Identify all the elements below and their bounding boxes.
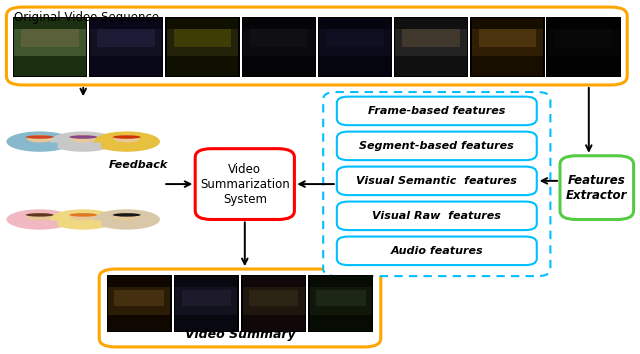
FancyBboxPatch shape xyxy=(337,167,537,195)
FancyBboxPatch shape xyxy=(470,17,545,77)
FancyBboxPatch shape xyxy=(165,17,239,77)
Ellipse shape xyxy=(114,135,140,143)
Ellipse shape xyxy=(27,213,52,221)
FancyBboxPatch shape xyxy=(472,29,543,56)
Ellipse shape xyxy=(6,209,73,230)
FancyBboxPatch shape xyxy=(323,92,550,276)
Ellipse shape xyxy=(69,135,97,139)
FancyBboxPatch shape xyxy=(22,143,58,150)
FancyBboxPatch shape xyxy=(555,29,612,47)
FancyBboxPatch shape xyxy=(337,236,537,265)
FancyBboxPatch shape xyxy=(394,17,468,77)
Ellipse shape xyxy=(26,135,54,139)
FancyBboxPatch shape xyxy=(548,29,620,56)
FancyBboxPatch shape xyxy=(310,287,372,314)
FancyBboxPatch shape xyxy=(22,221,58,228)
Text: Audio features: Audio features xyxy=(390,246,483,256)
Ellipse shape xyxy=(93,209,160,230)
FancyBboxPatch shape xyxy=(249,290,298,306)
Ellipse shape xyxy=(113,135,141,139)
FancyBboxPatch shape xyxy=(195,149,294,219)
Ellipse shape xyxy=(50,209,116,230)
FancyBboxPatch shape xyxy=(317,17,392,77)
Ellipse shape xyxy=(70,135,96,143)
FancyBboxPatch shape xyxy=(108,287,170,314)
FancyBboxPatch shape xyxy=(250,29,307,47)
Ellipse shape xyxy=(26,213,54,217)
FancyBboxPatch shape xyxy=(107,275,172,332)
FancyBboxPatch shape xyxy=(241,275,306,332)
FancyBboxPatch shape xyxy=(175,287,237,314)
FancyBboxPatch shape xyxy=(308,275,373,332)
FancyBboxPatch shape xyxy=(548,18,620,76)
FancyBboxPatch shape xyxy=(337,201,537,230)
Text: Video Summary: Video Summary xyxy=(185,327,295,341)
Ellipse shape xyxy=(93,131,160,152)
FancyBboxPatch shape xyxy=(109,143,145,150)
FancyBboxPatch shape xyxy=(182,290,231,306)
FancyBboxPatch shape xyxy=(337,97,537,125)
Text: Feedback: Feedback xyxy=(109,160,168,170)
FancyBboxPatch shape xyxy=(396,29,467,56)
FancyBboxPatch shape xyxy=(241,17,316,77)
Text: Visual Semantic  features: Visual Semantic features xyxy=(356,176,517,186)
FancyBboxPatch shape xyxy=(108,276,170,331)
FancyBboxPatch shape xyxy=(13,17,87,77)
FancyBboxPatch shape xyxy=(547,17,621,77)
Ellipse shape xyxy=(114,213,140,221)
FancyBboxPatch shape xyxy=(319,18,391,76)
FancyBboxPatch shape xyxy=(65,221,101,228)
FancyBboxPatch shape xyxy=(326,29,383,47)
FancyBboxPatch shape xyxy=(310,276,372,331)
Ellipse shape xyxy=(113,213,141,217)
Text: Segment-based features: Segment-based features xyxy=(360,141,514,151)
FancyBboxPatch shape xyxy=(319,29,391,56)
FancyBboxPatch shape xyxy=(243,287,305,314)
FancyBboxPatch shape xyxy=(97,29,155,47)
FancyBboxPatch shape xyxy=(243,29,315,56)
FancyBboxPatch shape xyxy=(90,29,162,56)
FancyBboxPatch shape xyxy=(90,18,162,76)
FancyBboxPatch shape xyxy=(173,29,231,47)
FancyBboxPatch shape xyxy=(21,29,79,47)
Ellipse shape xyxy=(50,131,116,152)
FancyBboxPatch shape xyxy=(166,29,238,56)
FancyBboxPatch shape xyxy=(14,18,86,76)
Text: Original Video Sequence: Original Video Sequence xyxy=(14,11,159,24)
FancyBboxPatch shape xyxy=(115,290,164,306)
FancyBboxPatch shape xyxy=(396,18,467,76)
FancyBboxPatch shape xyxy=(89,17,163,77)
FancyBboxPatch shape xyxy=(243,276,305,331)
Ellipse shape xyxy=(70,213,96,221)
FancyBboxPatch shape xyxy=(472,18,543,76)
Ellipse shape xyxy=(27,135,52,143)
FancyBboxPatch shape xyxy=(243,18,315,76)
FancyBboxPatch shape xyxy=(14,29,86,56)
Ellipse shape xyxy=(69,213,97,217)
Text: Visual Raw  features: Visual Raw features xyxy=(372,211,501,221)
FancyBboxPatch shape xyxy=(479,29,536,47)
Text: Features
Extractor: Features Extractor xyxy=(566,173,627,202)
Text: Frame-based features: Frame-based features xyxy=(368,106,506,116)
FancyBboxPatch shape xyxy=(174,275,239,332)
FancyBboxPatch shape xyxy=(403,29,460,47)
FancyBboxPatch shape xyxy=(175,276,237,331)
Text: Video
Summarization
System: Video Summarization System xyxy=(200,162,290,206)
FancyBboxPatch shape xyxy=(99,269,381,347)
FancyBboxPatch shape xyxy=(316,290,365,306)
FancyBboxPatch shape xyxy=(6,7,627,85)
FancyBboxPatch shape xyxy=(109,221,145,228)
FancyBboxPatch shape xyxy=(166,18,238,76)
FancyBboxPatch shape xyxy=(560,156,634,219)
FancyBboxPatch shape xyxy=(337,132,537,160)
FancyBboxPatch shape xyxy=(65,143,101,150)
Ellipse shape xyxy=(6,131,73,152)
